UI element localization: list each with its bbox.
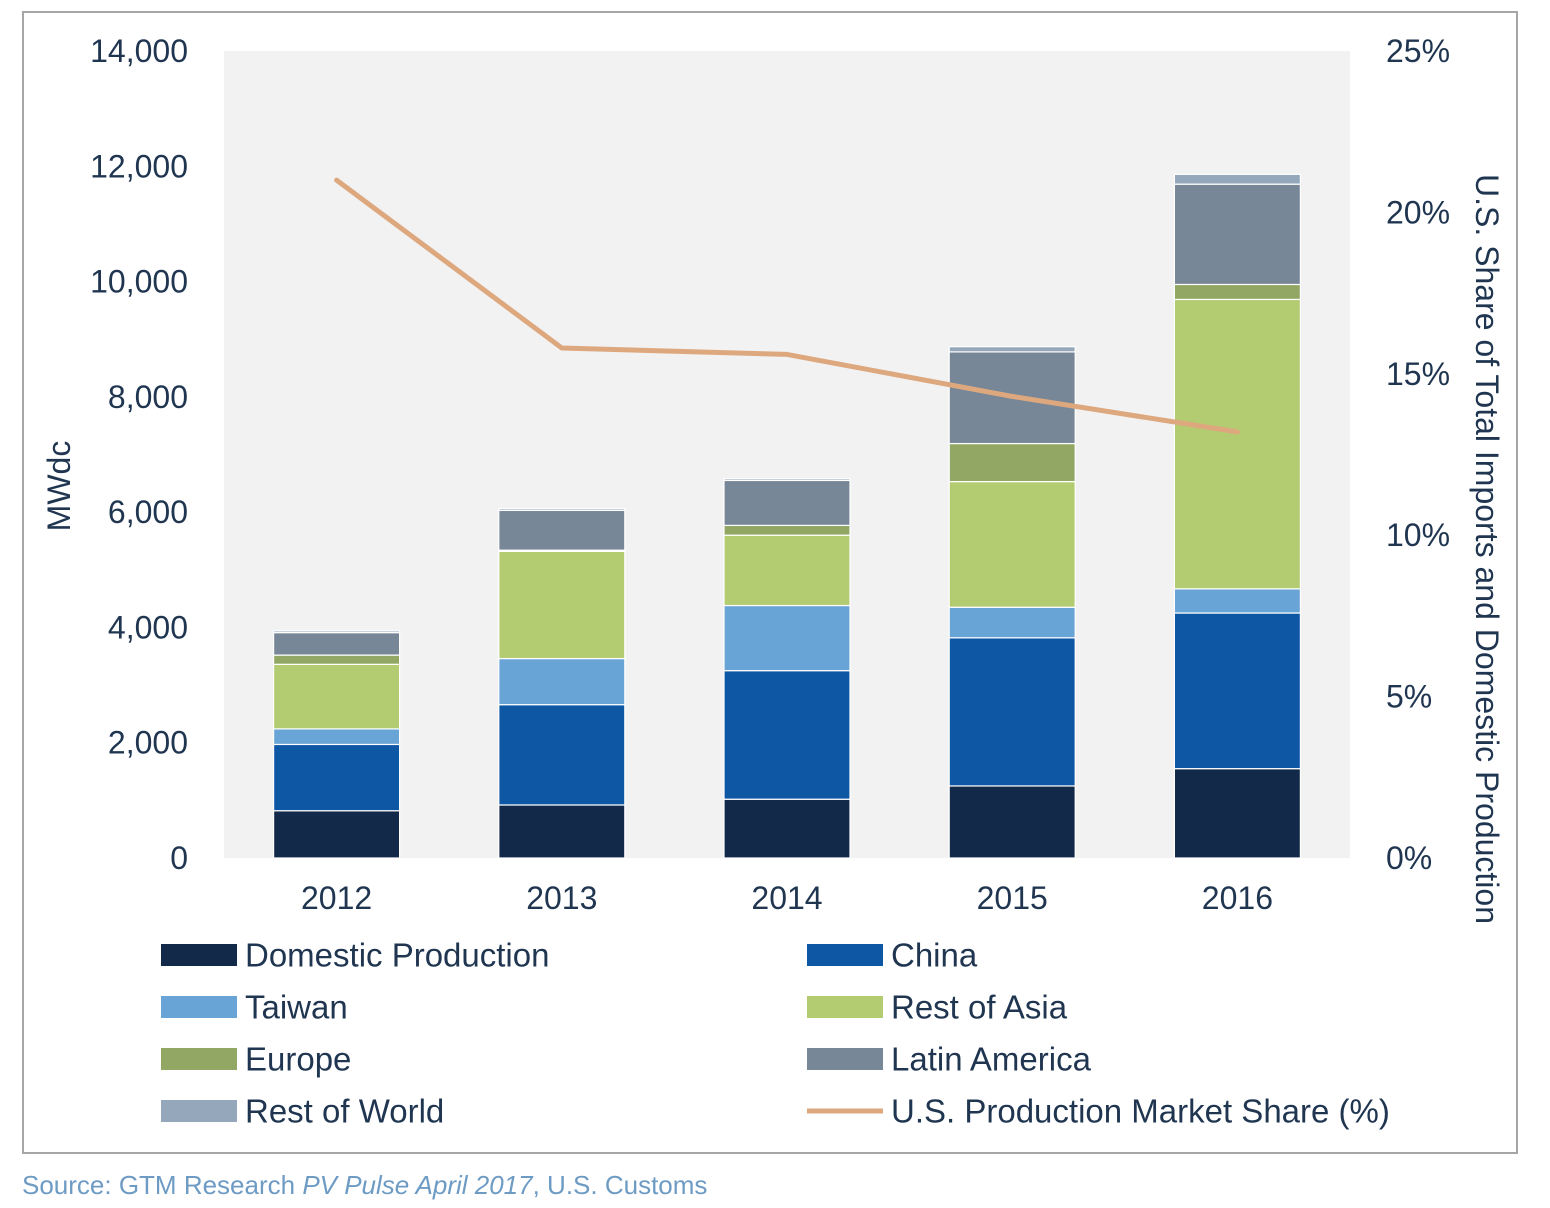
bar-latin-america-2013: [498, 509, 626, 551]
y-tick-label: 14,000: [90, 33, 188, 69]
legend: Domestic Production China Taiwan Rest of As…: [161, 937, 1390, 1130]
legend-label: Europe: [245, 1041, 351, 1078]
legend-item-rest-of-asia: Rest of Asia: [807, 989, 1068, 1026]
y2-tick-label: 0%: [1386, 840, 1432, 876]
bar-domestic-production-2012: [273, 810, 401, 859]
legend-item-latin-america: Latin America: [807, 1041, 1092, 1078]
bar-rest-of-asia-2016: [1173, 298, 1302, 590]
bar-rest-of-world-2012: [273, 630, 401, 634]
y2-tick-label: 10%: [1386, 517, 1450, 553]
bar-rest-of-world-2015: [948, 346, 1076, 353]
y-tick-label: 0: [170, 840, 188, 876]
bar-rest-of-world-2014: [723, 478, 851, 482]
bar-taiwan-2016: [1173, 588, 1302, 614]
bar-europe-2012: [273, 654, 401, 665]
bar-latin-america-2014: [723, 479, 851, 527]
bar-china-2014: [723, 670, 851, 800]
x-tick-label: 2015: [977, 880, 1048, 916]
bar-rest-of-world-2013: [498, 508, 626, 512]
bar-rest-of-asia-2012: [273, 663, 401, 730]
bar-europe-2015: [948, 442, 1076, 483]
legend-item-domestic-production: Domestic Production: [161, 937, 549, 974]
source-suffix: , U.S. Customs: [532, 1170, 708, 1200]
bar-taiwan-2015: [948, 606, 1076, 639]
bar-domestic-production-2015: [948, 785, 1076, 859]
y-tick-label: 2,000: [108, 725, 188, 761]
bar-rest-of-asia-2015: [948, 480, 1076, 608]
legend-item-china: China: [807, 937, 978, 974]
source-note: Source: GTM Research PV Pulse April 2017…: [22, 1170, 707, 1201]
y-axis-title: MWdc: [41, 441, 77, 532]
axes-layer: 0 2,000 4,000 6,000 8,000 10,000 12,000 14,000 0…: [90, 33, 1450, 916]
x-tick-label: 2012: [301, 880, 372, 916]
x-tick-label: 2013: [526, 880, 597, 916]
bar-rest-of-asia-2014: [723, 534, 851, 607]
legend-swatch: [807, 996, 883, 1018]
legend-label: Rest of Asia: [891, 989, 1068, 1026]
x-tick-label: 2016: [1202, 880, 1273, 916]
legend-label: U.S. Production Market Share (%): [891, 1093, 1390, 1130]
y2-axis-title: U.S. Share of Total Imports and Domestic…: [1469, 174, 1505, 924]
legend-swatch: [161, 1100, 237, 1122]
legend-label: Taiwan: [245, 989, 348, 1026]
legend-label: China: [891, 937, 978, 974]
y2-tick-label: 15%: [1386, 356, 1450, 392]
legend-swatch: [161, 1048, 237, 1070]
y-tick-label: 8,000: [108, 379, 188, 415]
y-tick-label: 12,000: [90, 148, 188, 184]
bar-latin-america-2016: [1173, 183, 1302, 286]
bar-rest-of-asia-2013: [498, 550, 626, 660]
legend-item-taiwan: Taiwan: [161, 989, 348, 1026]
bar-taiwan-2014: [723, 604, 851, 672]
legend-label: Rest of World: [245, 1093, 444, 1130]
legend-label: Domestic Production: [245, 937, 549, 974]
y2-tick-label: 25%: [1386, 33, 1450, 69]
bar-china-2012: [273, 743, 401, 812]
bar-europe-2016: [1173, 283, 1302, 301]
bar-taiwan-2012: [273, 728, 401, 746]
y2-tick-label: 5%: [1386, 679, 1432, 715]
legend-swatch: [807, 944, 883, 966]
y2-tick-label: 20%: [1386, 194, 1450, 230]
bar-domestic-production-2016: [1173, 768, 1302, 859]
legend-item-europe: Europe: [161, 1041, 351, 1078]
line-layer: [334, 177, 1240, 435]
y-tick-label: 4,000: [108, 609, 188, 645]
source-prefix: Source: GTM Research: [22, 1170, 303, 1200]
y-tick-label: 10,000: [90, 264, 188, 300]
bar-domestic-production-2014: [723, 798, 851, 859]
source-publication: PV Pulse April 2017: [302, 1170, 533, 1200]
legend-label: Latin America: [891, 1041, 1092, 1078]
legend-item-u-s-production-market-share: U.S. Production Market Share (%): [807, 1093, 1390, 1130]
bar-china-2015: [948, 637, 1076, 787]
y-tick-label: 6,000: [108, 494, 188, 530]
bar-taiwan-2013: [498, 657, 626, 706]
bar-china-2016: [1173, 612, 1302, 770]
bar-rest-of-world-2016: [1173, 173, 1302, 185]
bar-china-2013: [498, 704, 626, 806]
legend-swatch: [161, 996, 237, 1018]
bars-layer: [273, 173, 1302, 859]
line-us-production-market-share: [334, 177, 1240, 435]
x-tick-label: 2014: [751, 880, 822, 916]
legend-swatch: [807, 1048, 883, 1070]
legend-item-rest-of-world: Rest of World: [161, 1093, 444, 1130]
bar-domestic-production-2013: [498, 804, 626, 859]
legend-swatch: [161, 944, 237, 966]
bar-europe-2014: [723, 524, 851, 536]
bar-latin-america-2012: [273, 632, 401, 656]
